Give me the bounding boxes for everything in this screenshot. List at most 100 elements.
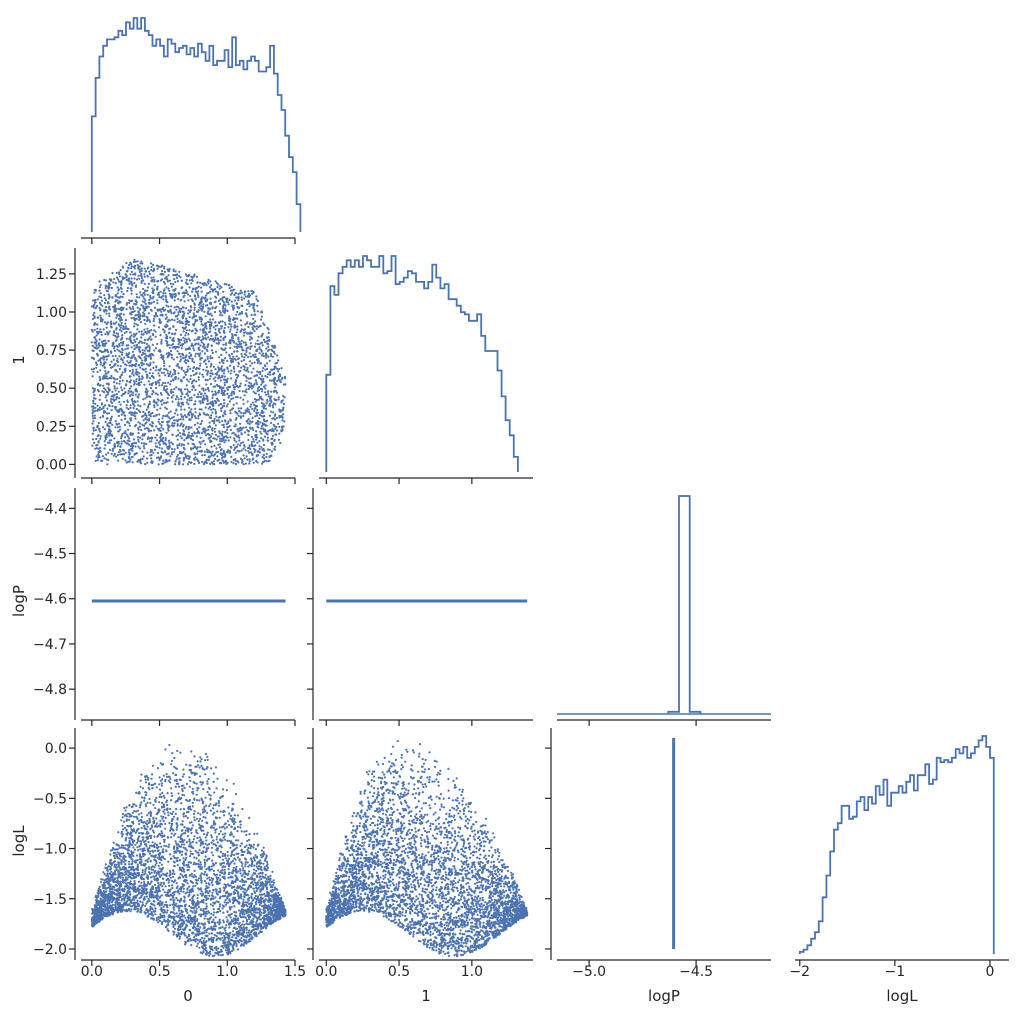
scatter-point-0-vs-1 [251,322,254,326]
scatter-point-0-vs-1 [156,299,159,302]
scatter-point-0-vs-1 [167,439,171,442]
scatter-point-0-vs-logL [241,923,244,926]
scatter-point-0-vs-1 [200,304,203,308]
scatter-point-0-vs-1 [219,298,222,301]
scatter-point-0-vs-1 [152,320,155,323]
scatter-point-0-vs-1 [140,277,143,280]
scatter-point-0-vs-1 [278,367,281,371]
scatter-point-0-vs-logL [204,773,207,776]
scatter-point-0-vs-1 [178,341,181,344]
scatter-point-0-vs-1 [223,393,226,396]
scatter-point-0-vs-1 [166,421,169,424]
scatter-point-0-vs-1 [212,340,215,343]
scatter-point-0-vs-logL [205,905,208,908]
scatter-point-0-vs-1 [252,428,255,431]
scatter-point-0-vs-1 [192,287,195,290]
scatter-point-0-vs-1 [150,262,153,265]
scatter-point-0-vs-1 [137,265,140,268]
scatter-point-0-vs-1 [206,344,209,347]
scatter-point-0-vs-1 [200,449,203,452]
scatter-point-0-vs-1 [148,377,151,380]
scatter-point-0-vs-1 [121,334,124,337]
scatter-point-0-vs-logL [191,840,194,844]
scatter-point-0-vs-1 [162,306,165,309]
scatter-point-0-vs-1 [103,297,106,300]
scatter-point-0-vs-1 [148,319,151,322]
scatter-point-0-vs-1 [238,343,241,346]
scatter-point-0-vs-1 [138,372,141,375]
scatter-point-0-vs-1 [91,414,94,417]
scatter-point-0-vs-1 [224,357,227,360]
scatter-point-0-vs-1 [243,293,246,296]
scatter-point-0-vs-1 [274,427,277,430]
scatter-point-0-vs-1 [225,283,228,286]
scatter-point-0-vs-1 [117,430,120,433]
scatter-point-0-vs-1 [129,359,132,362]
scatter-point-0-vs-1 [163,364,166,367]
scatter-point-0-vs-1 [157,369,160,372]
scatter-point-0-vs-1 [246,322,249,325]
scatter-point-0-vs-1 [92,417,95,420]
scatter-point-0-vs-1 [138,383,141,387]
scatter-point-0-vs-1 [205,461,208,465]
scatter-point-0-vs-1 [198,384,201,387]
scatter-point-0-vs-1 [282,402,286,405]
scatter-point-0-vs-1 [138,296,141,299]
scatter-point-0-vs-1 [107,354,110,357]
scatter-point-0-vs-1 [112,377,115,380]
scatter-point-0-vs-1 [258,413,262,417]
scatter-point-0-vs-1 [125,308,128,311]
scatter-point-0-vs-1 [263,404,267,407]
scatter-point-0-vs-1 [126,347,129,350]
scatter-point-0-vs-1 [234,373,238,376]
scatter-point-0-vs-1 [170,375,173,378]
scatter-point-0-vs-1 [98,379,102,382]
scatter-point-0-vs-1 [217,450,220,453]
scatter-point-0-vs-1 [132,414,135,417]
scatter-point-0-vs-1 [129,448,132,451]
scatter-point-0-vs-1 [186,463,189,466]
scatter-point-0-vs-1 [146,395,149,398]
scatter-point-0-vs-1 [131,372,134,375]
scatter-point-0-vs-1 [253,382,256,386]
scatter-point-0-vs-1 [266,398,269,402]
scatter-point-0-vs-logL [252,846,255,849]
scatter-point-0-vs-1 [134,334,137,337]
scatter-point-0-vs-1 [266,448,269,451]
scatter-point-0-vs-1 [178,338,181,341]
scatter-point-0-vs-1 [264,352,268,355]
scatter-point-0-vs-1 [102,376,105,379]
scatter-point-0-vs-1 [103,440,106,443]
scatter-point-0-vs-logL [237,948,240,951]
scatter-point-0-vs-1 [242,374,245,377]
scatter-point-0-vs-1 [152,276,155,279]
scatter-point-0-vs-1 [204,282,207,285]
scatter-point-0-vs-logL [191,805,194,808]
scatter-point-0-vs-1 [143,301,146,304]
scatter-point-0-vs-1 [96,298,99,301]
scatter-point-0-vs-1 [239,396,242,399]
scatter-point-0-vs-1 [91,408,94,411]
scatter-point-0-vs-1 [171,400,174,403]
scatter-point-0-vs-1 [168,459,171,462]
scatter-point-0-vs-1 [210,344,213,347]
scatter-point-0-vs-1 [193,415,197,418]
scatter-point-0-vs-1 [226,297,229,300]
scatter-point-0-vs-1 [240,298,243,301]
scatter-point-0-vs-1 [156,287,159,290]
scatter-point-0-vs-1 [96,316,99,319]
scatter-point-0-vs-1 [201,324,205,327]
scatter-point-0-vs-1 [172,450,176,453]
scatter-point-0-vs-1 [222,329,225,332]
scatter-point-0-vs-1 [162,280,165,284]
scatter-point-0-vs-logL [141,869,144,872]
scatter-point-0-vs-1 [161,264,164,267]
scatter-point-0-vs-logL [227,873,230,876]
scatter-point-0-vs-1 [255,327,258,331]
scatter-point-0-vs-1 [193,423,197,426]
scatter-point-0-vs-1 [131,449,134,452]
scatter-point-0-vs-1 [161,314,164,317]
scatter-point-0-vs-1 [98,289,101,292]
scatter-point-0-vs-1 [181,433,184,436]
scatter-point-0-vs-1 [206,432,209,436]
